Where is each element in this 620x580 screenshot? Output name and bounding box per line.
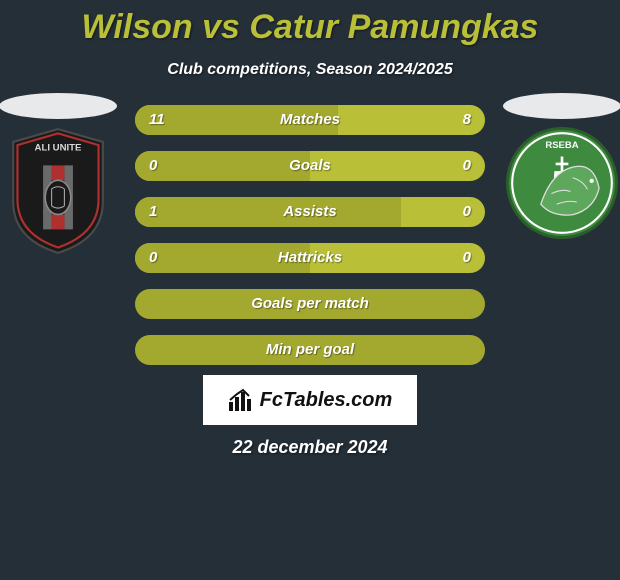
club-crest-right: RSEBA bbox=[506, 127, 618, 239]
stats-bars: 11 Matches 8 0 Goals 0 1 Assists 0 0 Hat… bbox=[135, 105, 485, 365]
player-left-column: ALI UNITE bbox=[0, 93, 118, 255]
svg-text:ALI UNITE: ALI UNITE bbox=[35, 142, 83, 153]
stat-label: Assists bbox=[135, 197, 485, 227]
date-label: 22 december 2024 bbox=[0, 437, 620, 458]
branding-text: FcTables.com bbox=[260, 389, 393, 412]
subtitle: Club competitions, Season 2024/2025 bbox=[0, 61, 620, 79]
stat-row-goals: 0 Goals 0 bbox=[135, 151, 485, 181]
club-crest-left: ALI UNITE bbox=[2, 127, 114, 255]
player-right-photo-placeholder bbox=[503, 93, 620, 119]
comparison-panel: ALI UNITE RSEBA bbox=[0, 105, 620, 365]
stat-label: Hattricks bbox=[135, 243, 485, 273]
stat-label: Matches bbox=[135, 105, 485, 135]
branding-icon bbox=[228, 388, 254, 412]
branding-badge: FcTables.com bbox=[203, 375, 417, 425]
stat-right-value: 0 bbox=[463, 243, 471, 273]
player-left-photo-placeholder bbox=[0, 93, 117, 119]
stat-right-value: 0 bbox=[463, 197, 471, 227]
player-right-column: RSEBA bbox=[502, 93, 620, 239]
stat-label: Goals bbox=[135, 151, 485, 181]
stat-row-min-per-goal: Min per goal bbox=[135, 335, 485, 365]
stat-right-value: 8 bbox=[463, 105, 471, 135]
stat-row-matches: 11 Matches 8 bbox=[135, 105, 485, 135]
stat-right-value: 0 bbox=[463, 151, 471, 181]
stat-row-goals-per-match: Goals per match bbox=[135, 289, 485, 319]
svg-text:RSEBA: RSEBA bbox=[545, 140, 578, 151]
stat-row-hattricks: 0 Hattricks 0 bbox=[135, 243, 485, 273]
stat-row-assists: 1 Assists 0 bbox=[135, 197, 485, 227]
page-title: Wilson vs Catur Pamungkas bbox=[0, 0, 620, 47]
